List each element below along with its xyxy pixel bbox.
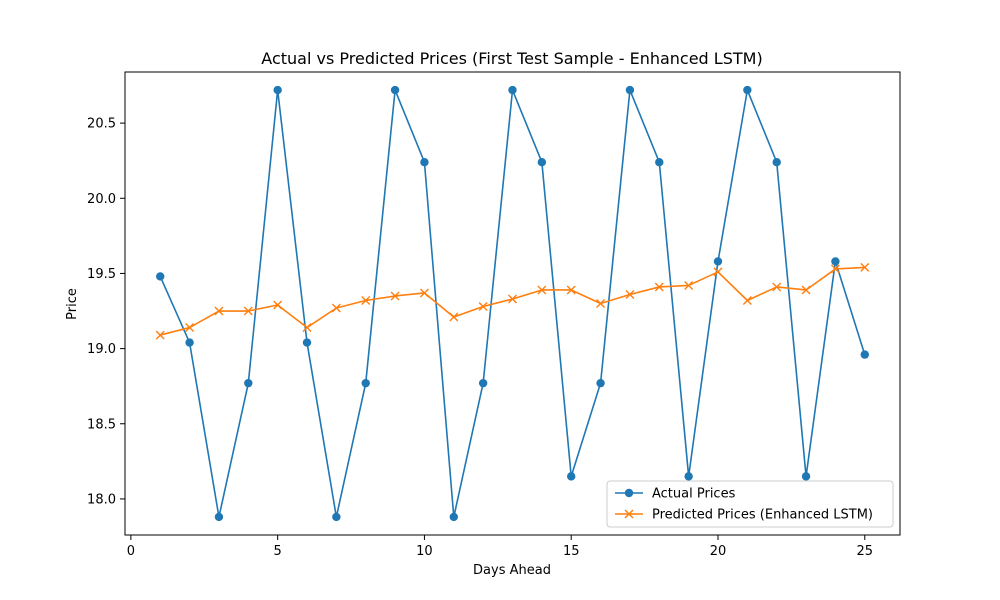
predicted-price-point bbox=[331, 303, 341, 313]
plot-area: 0 5 10 15 20 25 18.0 18.5 19.0 19.5 20.0 20.5 bbox=[87, 71, 901, 559]
actual-price-point bbox=[185, 338, 194, 347]
y-tick-label: 19.5 bbox=[87, 267, 116, 282]
actual-price-point bbox=[801, 472, 811, 481]
predicted-price-point bbox=[713, 267, 723, 277]
actual-price-point bbox=[332, 512, 341, 522]
predicted-price-point bbox=[801, 285, 811, 295]
predicted-price-point bbox=[625, 289, 635, 299]
actual-price-point bbox=[449, 512, 458, 522]
actual-price-point bbox=[244, 378, 253, 388]
y-tick-label: 20.0 bbox=[87, 192, 116, 207]
y-tick-label: 20.5 bbox=[87, 117, 116, 132]
actual-price-point bbox=[596, 378, 605, 388]
chart-title: Actual vs Predicted Prices (First Test S… bbox=[261, 49, 762, 68]
actual-price-point bbox=[743, 85, 752, 95]
actual-price-point bbox=[567, 472, 576, 481]
predicted-price-point bbox=[390, 291, 400, 301]
actual-price-point bbox=[860, 350, 869, 359]
predicted-price-point bbox=[273, 300, 283, 310]
series-line-1 bbox=[159, 89, 866, 518]
actual-price-point bbox=[684, 472, 693, 481]
actual-price-point bbox=[302, 338, 312, 347]
actual-price-point bbox=[156, 272, 165, 281]
y-tick-label: 18.5 bbox=[87, 417, 116, 432]
actual-price-point bbox=[361, 378, 370, 388]
predicted-price-point bbox=[537, 285, 547, 295]
x-tick-label: 20 bbox=[710, 544, 727, 559]
predicted-price-point bbox=[772, 282, 782, 292]
predicted-price-point bbox=[860, 262, 870, 272]
predicted-price-point bbox=[478, 302, 488, 312]
predicted-price-point bbox=[684, 280, 694, 290]
predicted-price-point bbox=[155, 330, 165, 340]
actual-price-point bbox=[831, 257, 840, 266]
actual-price-point bbox=[625, 85, 635, 95]
x-tick-label: 5 bbox=[274, 544, 282, 559]
plot-frame bbox=[124, 71, 901, 536]
y-tick-label: 18.0 bbox=[87, 492, 116, 507]
actual-price-point bbox=[273, 85, 282, 95]
actual-price-point bbox=[478, 378, 488, 388]
actual-price-point bbox=[214, 512, 224, 522]
legend-marker-x bbox=[624, 509, 634, 519]
actual-price-point bbox=[390, 85, 400, 95]
legend-label: Predicted Prices (Enhanced LSTM) bbox=[652, 508, 873, 523]
predicted-price-point bbox=[419, 288, 429, 298]
predicted-price-point bbox=[449, 312, 459, 322]
actual-price-point bbox=[772, 157, 781, 167]
actual-price-point bbox=[508, 85, 517, 95]
predicted-price-point bbox=[243, 306, 253, 316]
predicted-price-point bbox=[830, 264, 840, 274]
x-axis-label: Days Ahead bbox=[473, 563, 551, 578]
predicted-price-point bbox=[361, 295, 371, 305]
series-line-2 bbox=[160, 266, 865, 336]
predicted-price-point bbox=[185, 323, 195, 333]
legend: Actual Prices Predicted Prices (Enhanced … bbox=[606, 480, 894, 528]
actual-price-point bbox=[420, 157, 429, 167]
legend-marker-circle bbox=[624, 488, 634, 498]
y-tick-label: 19.0 bbox=[87, 342, 116, 357]
x-tick-label: 10 bbox=[416, 544, 433, 559]
x-tick-label: 0 bbox=[127, 544, 135, 559]
actual-price-point bbox=[713, 257, 723, 266]
actual-price-point bbox=[537, 157, 547, 167]
x-tick-label: 25 bbox=[856, 544, 873, 559]
predicted-price-point bbox=[654, 282, 664, 292]
predicted-price-point bbox=[742, 295, 752, 305]
actual-price-point bbox=[655, 157, 664, 167]
predicted-price-point bbox=[302, 323, 312, 333]
y-axis-label: Price bbox=[65, 288, 80, 320]
predicted-price-point bbox=[214, 306, 224, 316]
legend-label: Actual Prices bbox=[652, 487, 736, 502]
predicted-price-point bbox=[508, 294, 517, 304]
x-tick-label: 15 bbox=[563, 544, 580, 559]
predicted-price-point bbox=[566, 285, 576, 295]
legend-box bbox=[606, 480, 894, 528]
predicted-price-point bbox=[596, 299, 606, 308]
